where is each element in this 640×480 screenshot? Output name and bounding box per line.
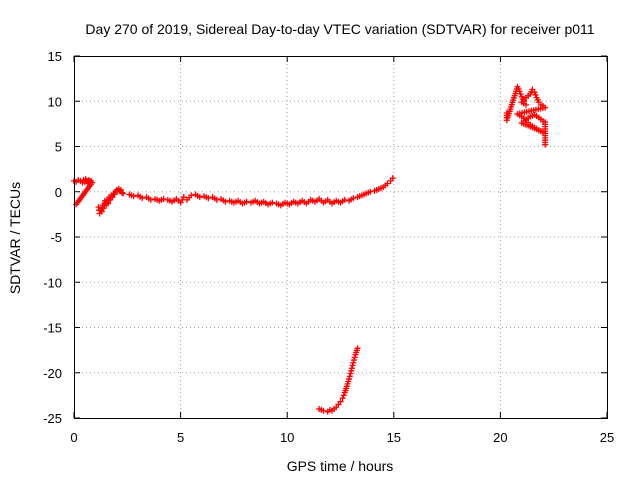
data-point — [205, 195, 212, 202]
y-tick-label: 10 — [48, 94, 62, 109]
data-point — [188, 192, 195, 199]
x-tick-label: 20 — [493, 430, 507, 445]
data-point — [120, 190, 127, 197]
data-point — [346, 373, 353, 380]
series-main-band — [126, 175, 396, 209]
y-tick-label: -10 — [43, 275, 62, 290]
y-tick-label: -15 — [43, 321, 62, 336]
x-axis-label: GPS time / hours — [287, 458, 394, 474]
y-tick-label: -5 — [50, 230, 62, 245]
y-tick-label: -20 — [43, 366, 62, 381]
data-point — [341, 196, 348, 203]
data-point — [196, 194, 203, 201]
data-point — [147, 196, 154, 203]
data-point — [269, 199, 276, 206]
data-point — [531, 89, 538, 96]
data-point — [339, 395, 346, 402]
y-tick-label: 0 — [55, 185, 62, 200]
series-steep-drop — [316, 345, 361, 415]
data-points — [71, 83, 549, 415]
x-tick-label: 10 — [280, 430, 294, 445]
y-axis-label: SDTVAR / TECUs — [7, 182, 23, 294]
data-point — [139, 195, 146, 202]
data-point — [320, 407, 327, 414]
data-point — [532, 91, 539, 98]
y-tick-label: -25 — [43, 411, 62, 426]
y-tick-label: 5 — [55, 140, 62, 155]
data-point — [516, 88, 523, 95]
data-point — [337, 398, 344, 405]
grid — [74, 56, 607, 418]
data-point — [542, 141, 549, 148]
data-point — [213, 196, 220, 203]
data-point — [347, 370, 354, 377]
x-tick-label: 25 — [600, 430, 614, 445]
x-tick-label: 5 — [177, 430, 184, 445]
data-point — [243, 198, 250, 205]
data-point — [351, 357, 358, 364]
data-point — [517, 91, 524, 98]
data-point — [349, 362, 356, 369]
data-point — [351, 354, 358, 361]
data-point — [340, 392, 347, 399]
chart-title: Day 270 of 2019, Sidereal Day-to-day VTE… — [85, 21, 594, 37]
x-tick-label: 0 — [70, 430, 77, 445]
series-dip-and-rise — [95, 186, 127, 217]
data-point — [348, 367, 355, 374]
x-tick-label: 15 — [387, 430, 401, 445]
data-point — [160, 195, 167, 202]
axis-ticks: 0 5 10 15 20 25 15 10 5 0 -5 -10 -15 -20 -25 — [43, 49, 614, 445]
data-point — [118, 189, 125, 196]
data-point — [350, 359, 357, 366]
data-point — [348, 365, 355, 372]
data-point — [222, 198, 229, 205]
data-point — [384, 180, 391, 187]
data-point — [180, 194, 187, 201]
data-point — [389, 175, 396, 182]
data-point — [367, 188, 374, 195]
data-point — [346, 376, 353, 383]
data-point — [350, 195, 357, 202]
series-late-cluster — [503, 83, 549, 148]
data-point — [117, 186, 124, 193]
series-early-flat — [71, 176, 96, 208]
data-point — [111, 191, 118, 198]
data-point — [130, 193, 137, 200]
data-point — [354, 345, 361, 352]
y-tick-label: 15 — [48, 49, 62, 64]
